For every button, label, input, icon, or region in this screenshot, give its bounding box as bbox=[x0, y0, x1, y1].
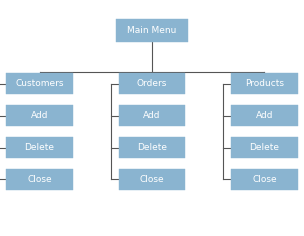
Text: Delete: Delete bbox=[25, 143, 54, 152]
Text: Customers: Customers bbox=[15, 79, 64, 88]
FancyBboxPatch shape bbox=[116, 19, 188, 42]
Text: Close: Close bbox=[252, 175, 277, 184]
Text: Orders: Orders bbox=[137, 79, 167, 88]
Text: Add: Add bbox=[256, 111, 273, 120]
Text: Close: Close bbox=[140, 175, 164, 184]
FancyBboxPatch shape bbox=[231, 73, 298, 94]
FancyBboxPatch shape bbox=[119, 137, 185, 158]
FancyBboxPatch shape bbox=[231, 137, 298, 158]
Text: Close: Close bbox=[27, 175, 52, 184]
FancyBboxPatch shape bbox=[6, 169, 73, 190]
FancyBboxPatch shape bbox=[119, 73, 185, 94]
FancyBboxPatch shape bbox=[231, 169, 298, 190]
FancyBboxPatch shape bbox=[6, 73, 73, 94]
Text: Delete: Delete bbox=[250, 143, 279, 152]
Text: Delete: Delete bbox=[137, 143, 167, 152]
Text: Add: Add bbox=[31, 111, 48, 120]
Text: Products: Products bbox=[245, 79, 284, 88]
Text: Add: Add bbox=[143, 111, 161, 120]
FancyBboxPatch shape bbox=[6, 105, 73, 126]
FancyBboxPatch shape bbox=[6, 137, 73, 158]
FancyBboxPatch shape bbox=[119, 169, 185, 190]
FancyBboxPatch shape bbox=[231, 105, 298, 126]
Text: Main Menu: Main Menu bbox=[127, 26, 177, 35]
FancyBboxPatch shape bbox=[119, 105, 185, 126]
